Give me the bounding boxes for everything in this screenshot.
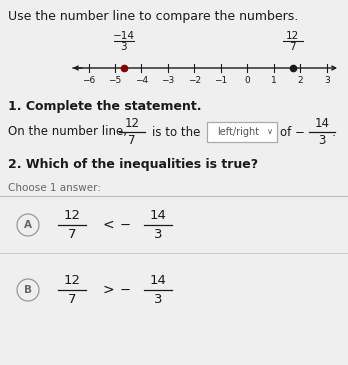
FancyBboxPatch shape (207, 122, 277, 142)
Text: 3: 3 (318, 134, 326, 147)
Text: 3: 3 (324, 76, 330, 85)
Text: 12: 12 (63, 274, 80, 287)
Text: 2: 2 (298, 76, 303, 85)
Text: .: . (332, 126, 336, 138)
Text: −6: −6 (82, 76, 95, 85)
Text: 3: 3 (120, 42, 127, 52)
Text: 7: 7 (68, 293, 76, 306)
Text: Choose 1 answer:: Choose 1 answer: (8, 183, 101, 193)
Text: B: B (24, 285, 32, 295)
Text: 3: 3 (154, 293, 162, 306)
Text: Use the number line to compare the numbers.: Use the number line to compare the numbe… (8, 10, 298, 23)
Text: ∨: ∨ (267, 127, 273, 137)
Text: −2: −2 (188, 76, 201, 85)
Text: is to the: is to the (152, 126, 200, 138)
Text: −: − (120, 284, 131, 296)
Text: of −: of − (280, 126, 305, 138)
Text: 0: 0 (245, 76, 250, 85)
Text: A: A (24, 220, 32, 230)
Text: 14: 14 (150, 274, 166, 287)
Text: −5: −5 (108, 76, 121, 85)
Text: 1. Complete the statement.: 1. Complete the statement. (8, 100, 201, 113)
Text: −1: −1 (214, 76, 228, 85)
Text: 12: 12 (286, 31, 299, 41)
Text: On the number line,: On the number line, (8, 126, 127, 138)
Text: 7: 7 (68, 228, 76, 241)
Text: −14: −14 (113, 31, 135, 41)
Text: <: < (102, 218, 114, 232)
Text: left/right: left/right (217, 127, 259, 137)
Text: 7: 7 (128, 134, 136, 147)
Text: 14: 14 (315, 117, 330, 130)
Text: 12: 12 (63, 210, 80, 222)
Text: −4: −4 (135, 76, 148, 85)
Text: −3: −3 (161, 76, 175, 85)
Text: 7: 7 (290, 42, 296, 52)
Text: 14: 14 (150, 210, 166, 222)
Text: 12: 12 (125, 117, 140, 130)
Text: −: − (120, 219, 131, 231)
Text: >: > (102, 283, 114, 297)
Text: 2. Which of the inequalities is true?: 2. Which of the inequalities is true? (8, 158, 258, 171)
Text: 1: 1 (271, 76, 277, 85)
Text: 3: 3 (154, 228, 162, 241)
